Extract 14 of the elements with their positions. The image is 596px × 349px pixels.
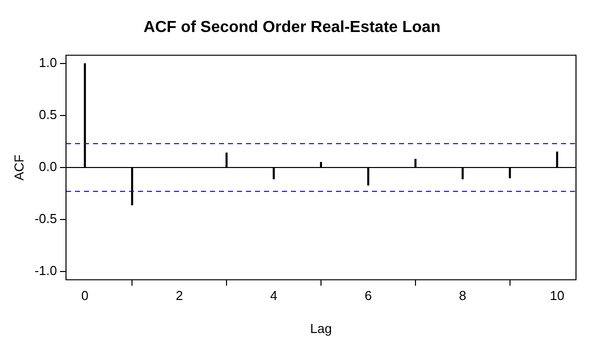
- y-tick-label: 1.0: [38, 55, 57, 70]
- y-tick-label: -1.0: [34, 263, 57, 278]
- y-tick-label: 0.5: [38, 107, 57, 122]
- x-axis-title: Lag: [310, 320, 332, 336]
- x-tick-label: 0: [81, 288, 89, 304]
- x-tick-label: 8: [459, 288, 466, 304]
- y-tick-label: 0.0: [38, 159, 57, 174]
- y-tick-label: -0.5: [34, 211, 57, 226]
- x-tick-label: 2: [176, 288, 183, 304]
- x-tick-label: 10: [550, 288, 564, 304]
- y-axis-title: ACF: [11, 154, 26, 180]
- chart-title: ACF of Second Order Real-Estate Loan: [144, 19, 440, 36]
- x-tick-label: 4: [270, 288, 278, 304]
- x-tick-label: 6: [364, 288, 372, 304]
